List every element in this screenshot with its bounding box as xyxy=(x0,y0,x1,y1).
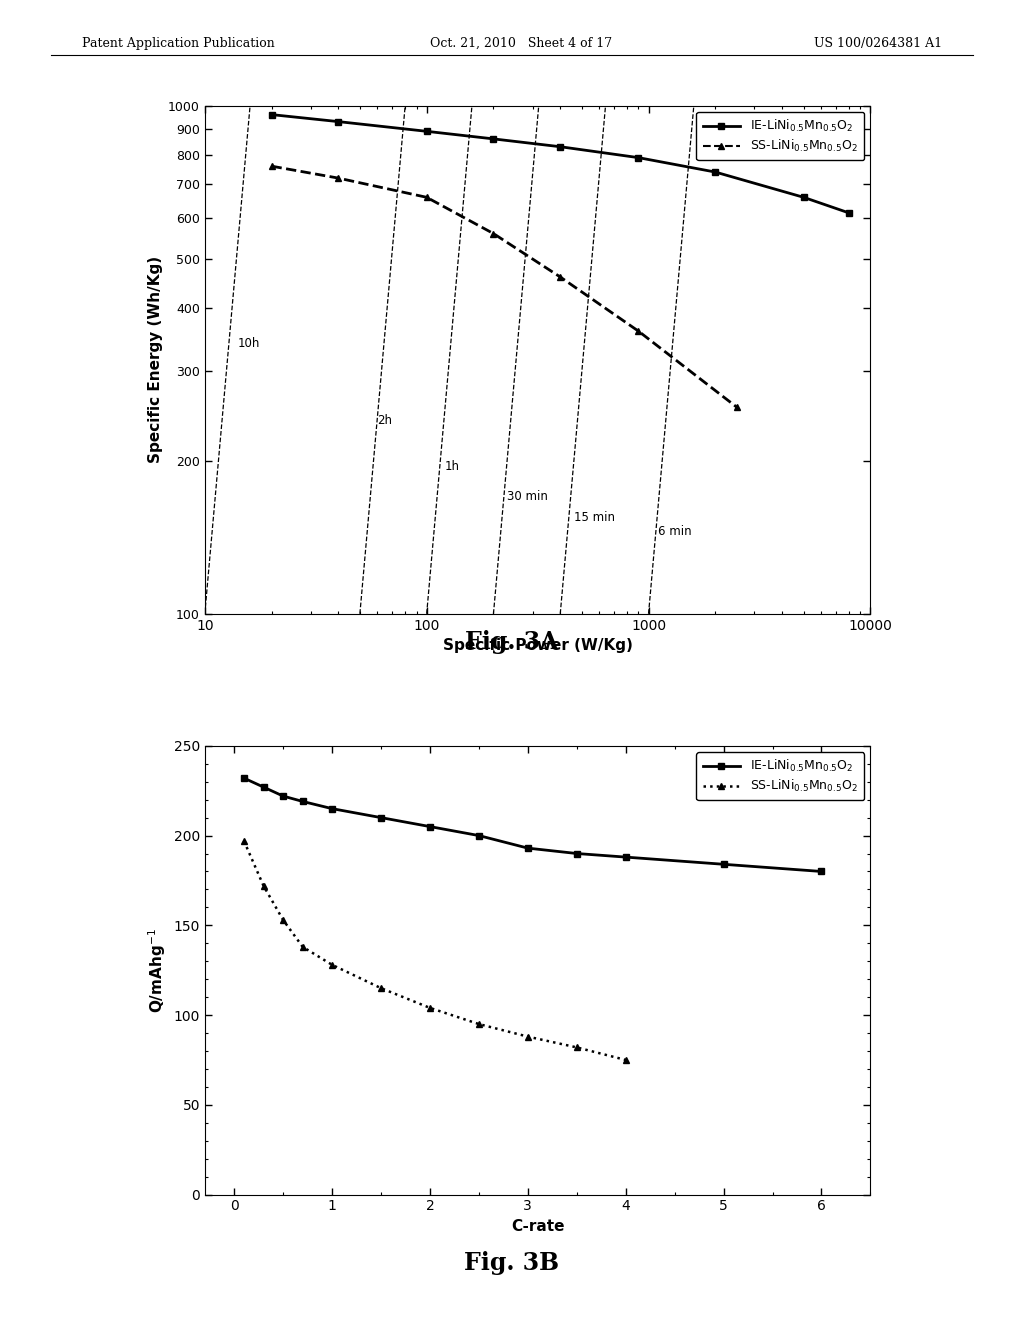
IE-LiNi$_{0.5}$Mn$_{0.5}$O$_2$ xyxy=(798,189,810,205)
Text: Fig. 3B: Fig. 3B xyxy=(465,1251,559,1275)
IE-LiNi$_{0.5}$Mn$_{0.5}$O$_2$ xyxy=(424,818,436,834)
Legend: IE-LiNi$_{0.5}$Mn$_{0.5}$O$_2$, SS-LiNi$_{0.5}$Mn$_{0.5}$O$_2$: IE-LiNi$_{0.5}$Mn$_{0.5}$O$_2$, SS-LiNi$… xyxy=(696,112,864,160)
SS-LiNi$_{0.5}$Mn$_{0.5}$O$_2$ xyxy=(620,1052,632,1068)
IE-LiNi$_{0.5}$Mn$_{0.5}$O$_2$ xyxy=(297,793,309,809)
IE-LiNi$_{0.5}$Mn$_{0.5}$O$_2$ xyxy=(815,863,827,879)
IE-LiNi$_{0.5}$Mn$_{0.5}$O$_2$ xyxy=(265,107,278,123)
SS-LiNi$_{0.5}$Mn$_{0.5}$O$_2$ xyxy=(326,957,338,973)
IE-LiNi$_{0.5}$Mn$_{0.5}$O$_2$ xyxy=(632,149,644,165)
SS-LiNi$_{0.5}$Mn$_{0.5}$O$_2$ xyxy=(257,878,269,894)
SS-LiNi$_{0.5}$Mn$_{0.5}$O$_2$ xyxy=(570,1039,583,1055)
X-axis label: Specific Power (W/Kg): Specific Power (W/Kg) xyxy=(442,638,633,653)
SS-LiNi$_{0.5}$Mn$_{0.5}$O$_2$ xyxy=(265,158,278,174)
SS-LiNi$_{0.5}$Mn$_{0.5}$O$_2$ xyxy=(554,269,566,285)
SS-LiNi$_{0.5}$Mn$_{0.5}$O$_2$ xyxy=(731,399,743,414)
SS-LiNi$_{0.5}$Mn$_{0.5}$O$_2$ xyxy=(375,981,387,997)
Text: Fig. 3A: Fig. 3A xyxy=(465,630,559,653)
SS-LiNi$_{0.5}$Mn$_{0.5}$O$_2$ xyxy=(632,323,644,339)
IE-LiNi$_{0.5}$Mn$_{0.5}$O$_2$ xyxy=(487,131,500,147)
IE-LiNi$_{0.5}$Mn$_{0.5}$O$_2$ xyxy=(375,809,387,825)
Line: SS-LiNi$_{0.5}$Mn$_{0.5}$O$_2$: SS-LiNi$_{0.5}$Mn$_{0.5}$O$_2$ xyxy=(241,837,629,1064)
Text: Patent Application Publication: Patent Application Publication xyxy=(82,37,274,50)
Line: IE-LiNi$_{0.5}$Mn$_{0.5}$O$_2$: IE-LiNi$_{0.5}$Mn$_{0.5}$O$_2$ xyxy=(268,111,852,216)
Y-axis label: Q/mAhg$^{-1}$: Q/mAhg$^{-1}$ xyxy=(146,928,168,1012)
Legend: IE-LiNi$_{0.5}$Mn$_{0.5}$O$_2$, SS-LiNi$_{0.5}$Mn$_{0.5}$O$_2$: IE-LiNi$_{0.5}$Mn$_{0.5}$O$_2$, SS-LiNi$… xyxy=(696,752,864,800)
Text: US 100/0264381 A1: US 100/0264381 A1 xyxy=(814,37,942,50)
SS-LiNi$_{0.5}$Mn$_{0.5}$O$_2$ xyxy=(332,170,344,186)
IE-LiNi$_{0.5}$Mn$_{0.5}$O$_2$ xyxy=(843,205,855,220)
IE-LiNi$_{0.5}$Mn$_{0.5}$O$_2$ xyxy=(238,770,250,785)
IE-LiNi$_{0.5}$Mn$_{0.5}$O$_2$ xyxy=(326,801,338,817)
SS-LiNi$_{0.5}$Mn$_{0.5}$O$_2$ xyxy=(238,833,250,849)
IE-LiNi$_{0.5}$Mn$_{0.5}$O$_2$ xyxy=(718,857,730,873)
Text: 30 min: 30 min xyxy=(507,490,548,503)
IE-LiNi$_{0.5}$Mn$_{0.5}$O$_2$ xyxy=(521,841,534,857)
SS-LiNi$_{0.5}$Mn$_{0.5}$O$_2$ xyxy=(424,1001,436,1016)
IE-LiNi$_{0.5}$Mn$_{0.5}$O$_2$ xyxy=(276,788,289,804)
IE-LiNi$_{0.5}$Mn$_{0.5}$O$_2$ xyxy=(473,828,485,843)
X-axis label: C-rate: C-rate xyxy=(511,1218,564,1234)
IE-LiNi$_{0.5}$Mn$_{0.5}$O$_2$ xyxy=(620,849,632,865)
IE-LiNi$_{0.5}$Mn$_{0.5}$O$_2$ xyxy=(570,846,583,862)
Text: Oct. 21, 2010   Sheet 4 of 17: Oct. 21, 2010 Sheet 4 of 17 xyxy=(430,37,612,50)
SS-LiNi$_{0.5}$Mn$_{0.5}$O$_2$ xyxy=(421,189,433,205)
Line: IE-LiNi$_{0.5}$Mn$_{0.5}$O$_2$: IE-LiNi$_{0.5}$Mn$_{0.5}$O$_2$ xyxy=(241,775,825,875)
SS-LiNi$_{0.5}$Mn$_{0.5}$O$_2$ xyxy=(297,939,309,954)
Y-axis label: Specific Energy (Wh/Kg): Specific Energy (Wh/Kg) xyxy=(147,256,163,463)
IE-LiNi$_{0.5}$Mn$_{0.5}$O$_2$ xyxy=(332,114,344,129)
SS-LiNi$_{0.5}$Mn$_{0.5}$O$_2$ xyxy=(473,1016,485,1032)
SS-LiNi$_{0.5}$Mn$_{0.5}$O$_2$ xyxy=(521,1028,534,1044)
IE-LiNi$_{0.5}$Mn$_{0.5}$O$_2$ xyxy=(257,779,269,795)
IE-LiNi$_{0.5}$Mn$_{0.5}$O$_2$ xyxy=(710,164,722,180)
Text: 15 min: 15 min xyxy=(573,511,614,524)
SS-LiNi$_{0.5}$Mn$_{0.5}$O$_2$ xyxy=(276,912,289,928)
Line: SS-LiNi$_{0.5}$Mn$_{0.5}$O$_2$: SS-LiNi$_{0.5}$Mn$_{0.5}$O$_2$ xyxy=(268,162,740,411)
Text: 6 min: 6 min xyxy=(657,525,691,539)
Text: 2h: 2h xyxy=(378,414,392,428)
Text: 10h: 10h xyxy=(238,337,260,350)
SS-LiNi$_{0.5}$Mn$_{0.5}$O$_2$ xyxy=(487,226,500,242)
IE-LiNi$_{0.5}$Mn$_{0.5}$O$_2$ xyxy=(554,139,566,154)
IE-LiNi$_{0.5}$Mn$_{0.5}$O$_2$ xyxy=(421,123,433,139)
Text: 1h: 1h xyxy=(444,459,459,473)
